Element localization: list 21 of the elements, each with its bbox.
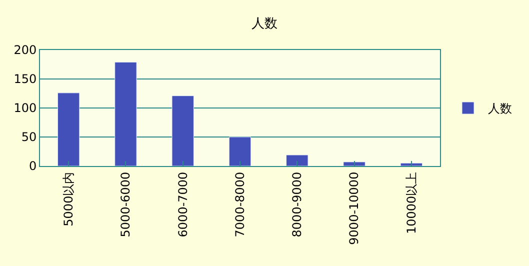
y-tick-label: 0 (28, 159, 37, 174)
bar (114, 62, 137, 166)
bar (343, 162, 366, 166)
y-tick-label: 100 (14, 101, 37, 116)
bar (286, 154, 308, 166)
y-tick-label: 50 (21, 130, 37, 144)
y-tick-label: 200 (14, 43, 37, 58)
legend-label: 人数 (488, 102, 512, 116)
bar (400, 162, 423, 166)
x-tick-label: 7000-8000 (232, 172, 247, 238)
x-tick-label: 6000-7000 (176, 172, 190, 238)
bar (172, 96, 194, 166)
x-tick-label: 9000-10000 (347, 172, 362, 245)
x-tick-label: 10000以上 (404, 172, 418, 234)
x-tick-label: 5000以内 (61, 172, 76, 226)
y-tick-label: 150 (14, 72, 37, 86)
bar (228, 136, 252, 166)
x-tick-label: 8000-9000 (290, 172, 304, 238)
x-tick-label: 5000-6000 (118, 172, 133, 238)
chart-title: 人数 (252, 16, 278, 32)
bar (57, 92, 80, 166)
